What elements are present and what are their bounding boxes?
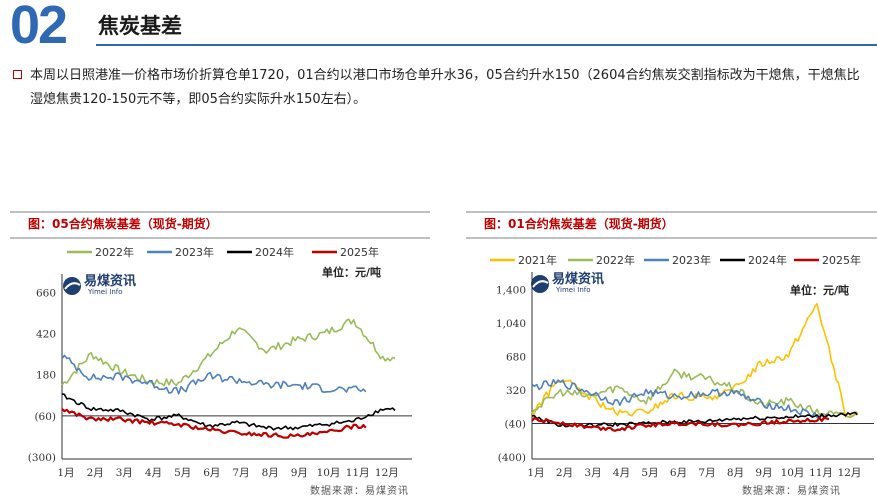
- logo-globe-icon: [531, 275, 549, 293]
- x-tick-label: 12月: [375, 467, 399, 479]
- y-tick-label: (60): [34, 411, 56, 423]
- x-tick-label: 8月: [727, 467, 744, 479]
- legend-label: 2023年: [175, 245, 214, 259]
- x-tick-label: 9月: [755, 467, 772, 479]
- y-tick-label: 1,400: [496, 284, 526, 296]
- summary-paragraph: 本周以日照港准一价格市场价折算仓单1720，01合约以港口市场仓单升水36，05…: [30, 68, 860, 107]
- series-line-2024年: [61, 393, 396, 431]
- x-tick-label: 3月: [584, 467, 601, 479]
- legend-label: 2024年: [255, 245, 294, 259]
- y-tick-label: (40): [504, 418, 526, 430]
- x-tick-label: 11月: [809, 467, 833, 479]
- unit-label: 单位：元/吨: [322, 265, 381, 279]
- chart-title: 图：05合约焦炭基差（现货-期货）: [28, 216, 218, 231]
- series-line-2022年: [531, 368, 858, 419]
- x-tick-label: 2月: [556, 467, 573, 479]
- y-tick-label: 680: [506, 351, 526, 363]
- x-tick-label: 10月: [781, 467, 805, 479]
- logo-text-en: Yimei Info: [555, 286, 591, 294]
- unit-label: 单位：元/吨: [790, 283, 849, 297]
- x-tick-label: 5月: [641, 467, 658, 479]
- series-line-2023年: [531, 378, 829, 420]
- y-tick-label: (400): [498, 452, 526, 464]
- x-tick-label: 1月: [57, 467, 74, 479]
- x-tick-label: 9月: [291, 467, 308, 479]
- section-title: 焦炭基差: [98, 14, 182, 38]
- y-tick-label: 1,040: [496, 318, 526, 330]
- header-divider: [96, 44, 877, 46]
- chart-title: 图：01合约焦炭基差（现货-期货）: [484, 216, 674, 231]
- logo-swoosh-icon: [64, 282, 81, 290]
- logo-text-cn: 易煤资讯: [552, 271, 604, 287]
- logo-globe-icon: [63, 277, 81, 295]
- x-tick-label: 3月: [116, 467, 133, 479]
- series-line-2021年: [531, 302, 858, 418]
- x-tick-label: 7月: [232, 467, 249, 479]
- x-tick-label: 10月: [317, 467, 341, 479]
- series-line-2025年: [61, 408, 367, 439]
- source-note: 数据来源：易煤资讯: [310, 484, 409, 497]
- y-tick-label: (300): [28, 452, 56, 464]
- y-tick-label: 320: [506, 385, 526, 397]
- series-line-2022年: [61, 318, 396, 387]
- legend-label: 2021年: [518, 253, 557, 267]
- x-tick-label: 2月: [87, 467, 104, 479]
- legend-label: 2025年: [340, 245, 379, 259]
- y-tick-label: 660: [36, 287, 56, 299]
- bullet-square-icon: [13, 70, 22, 79]
- y-tick-label: 180: [36, 370, 56, 382]
- x-tick-label: 12月: [838, 467, 862, 479]
- x-tick-label: 4月: [613, 467, 630, 479]
- logo-text-en: Yimei Info: [87, 288, 123, 296]
- legend-label: 2025年: [822, 253, 861, 267]
- x-tick-label: 5月: [174, 467, 191, 479]
- x-tick-label: 11月: [346, 467, 370, 479]
- x-tick-label: 8月: [262, 467, 279, 479]
- section-number: 02: [10, 0, 68, 55]
- x-tick-label: 6月: [203, 467, 220, 479]
- x-tick-label: 6月: [670, 467, 687, 479]
- legend-label: 2022年: [95, 245, 134, 259]
- series-line-2025年: [531, 416, 830, 432]
- chart-2: 图：01合约焦炭基差（现货-期货） 2021年 2022年 2023年 2024年 202…: [466, 211, 877, 497]
- logo-text-cn: 易煤资讯: [84, 273, 136, 289]
- source-note: 数据来源：易煤资讯: [742, 484, 841, 497]
- series-line-2023年: [61, 354, 367, 395]
- logo-swoosh-icon: [532, 280, 549, 288]
- legend-label: 2022年: [596, 253, 635, 267]
- x-tick-label: 7月: [698, 467, 715, 479]
- legend-label: 2023年: [672, 253, 711, 267]
- chart-1: 图：05合约焦炭基差（现货-期货） 2022年 2023年 2024年 2025年单位：…: [10, 211, 430, 497]
- legend-label: 2024年: [748, 253, 787, 267]
- y-tick-label: 420: [36, 328, 56, 340]
- x-tick-label: 1月: [527, 467, 544, 479]
- series-line-2024年: [531, 411, 858, 428]
- x-tick-label: 4月: [145, 467, 162, 479]
